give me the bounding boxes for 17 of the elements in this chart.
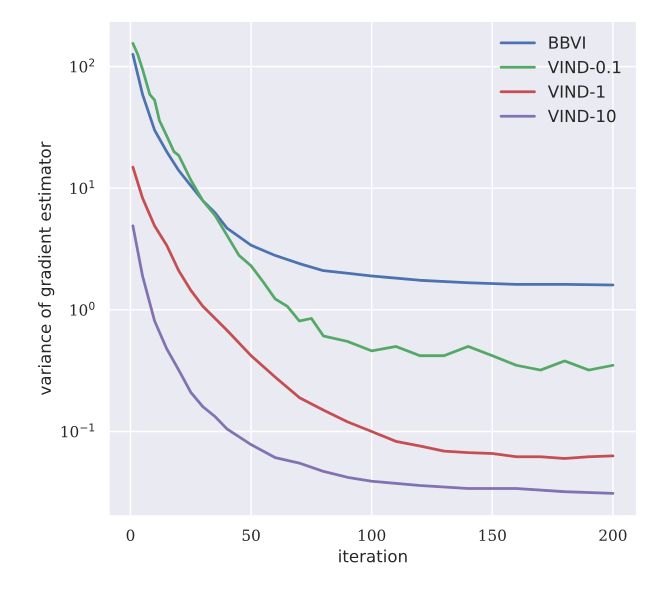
x-axis-title: iteration (339, 550, 407, 562)
legend-label: VIND-1 (548, 85, 604, 98)
x-tick-label: 100 (358, 529, 386, 542)
y-tick-label: 10$^{1}$ (70, 180, 94, 194)
x-tick-label: 150 (480, 529, 506, 542)
y-tick-label: 10$^{2}$ (70, 58, 94, 72)
legend-label: VIND-10 (548, 110, 616, 122)
x-tick-label: 0 (126, 529, 134, 542)
y-axis-title: variance of gradient estimator (38, 141, 54, 396)
line-series (132, 224, 614, 495)
x-tick-label: 200 (599, 529, 626, 542)
y-tick-label: 10$^{−1}$ (62, 424, 94, 438)
line-series (132, 166, 614, 460)
legend-label: VIND-0.1 (548, 60, 620, 74)
legend-label: BBVI (549, 36, 585, 49)
x-tick-label: 50 (242, 529, 260, 542)
y-tick-label: 10$^{0}$ (70, 302, 94, 316)
